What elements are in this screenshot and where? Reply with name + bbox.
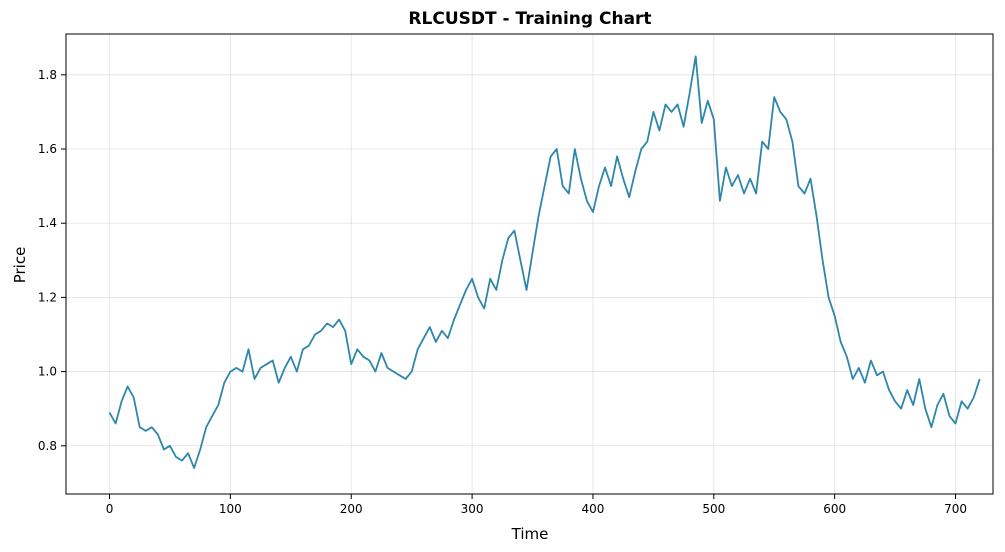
x-tick-label: 100: [219, 502, 242, 516]
x-axis: 0 100 200 300 400 500 600 700: [106, 494, 967, 516]
x-tick-label: 600: [823, 502, 846, 516]
x-tick-label: 400: [581, 502, 604, 516]
x-axis-label: Time: [511, 525, 549, 543]
x-tick-label: 500: [702, 502, 725, 516]
y-tick-label: 1.2: [38, 290, 57, 304]
y-tick-label: 1.8: [38, 68, 57, 82]
y-tick-label: 1.4: [38, 216, 57, 230]
y-tick-label: 1.0: [38, 365, 57, 379]
x-tick-label: 0: [106, 502, 114, 516]
y-tick-label: 1.6: [38, 142, 57, 156]
grid: [66, 34, 993, 494]
x-tick-label: 300: [461, 502, 484, 516]
x-tick-label: 700: [944, 502, 967, 516]
y-tick-label: 0.8: [38, 439, 57, 453]
price-series-line: [108, 55, 981, 469]
x-tick-label: 200: [340, 502, 363, 516]
plot-frame: [65, 33, 994, 495]
y-axis-label: Price: [11, 247, 29, 284]
y-axis: 0.8 1.0 1.2 1.4 1.6 1.8: [38, 68, 66, 453]
chart-title: RLCUSDT - Training Chart: [408, 9, 651, 29]
